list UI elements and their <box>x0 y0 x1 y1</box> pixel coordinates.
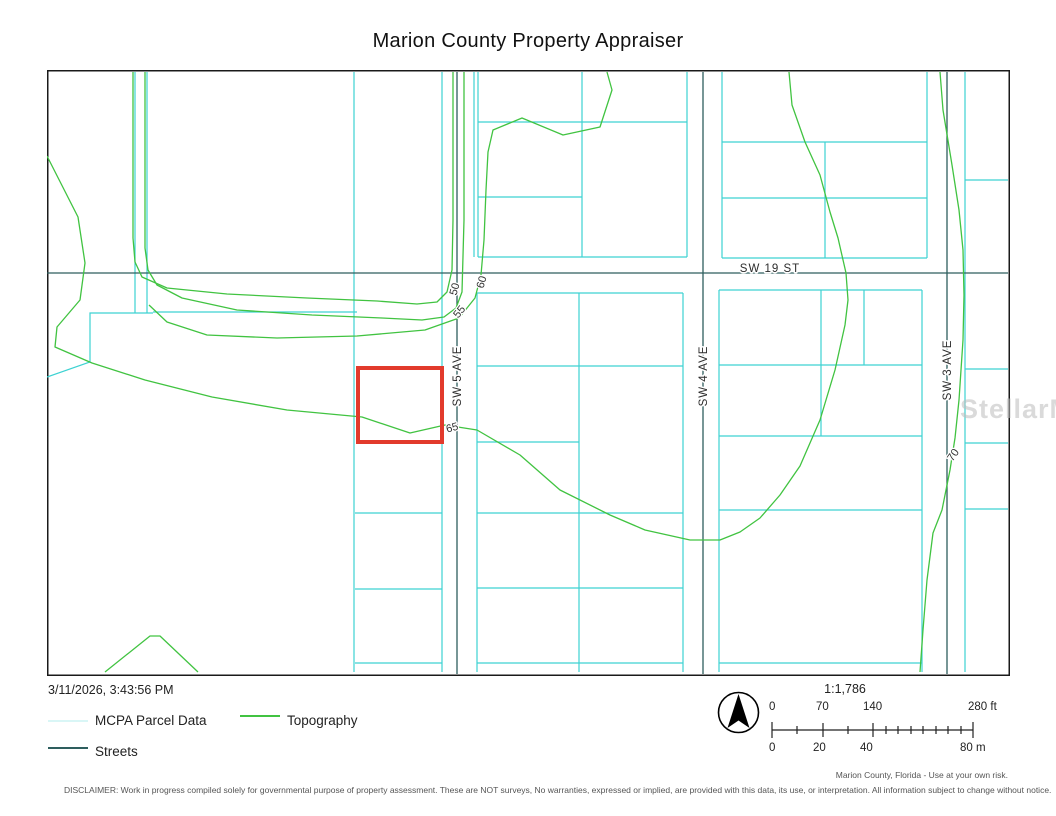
page-title: Marion County Property Appraiser <box>372 30 684 52</box>
contour-70 <box>919 71 965 673</box>
legend-label-parcel: MCPA Parcel Data <box>95 713 207 728</box>
scale-ft-140: 140 <box>863 701 883 713</box>
legend-swatch-streets <box>48 747 88 749</box>
contour-label-65: 65 <box>445 421 460 436</box>
street-lines-layer <box>47 72 1008 674</box>
street-label-sw4: SW 4 AVE <box>698 346 710 407</box>
street-labels-layer: SW 19 ST SW 5 AVE SW 4 AVE SW 3 AVE <box>451 262 956 408</box>
watermark: StellarMLS <box>960 394 1056 424</box>
contour-65 <box>47 71 849 541</box>
timestamp: 3/11/2026, 3:43:56 PM <box>48 683 174 697</box>
scale-ft-70: 70 <box>816 701 829 713</box>
scale-ft-0: 0 <box>769 701 776 713</box>
map-border <box>47 70 1010 676</box>
disclaimer: DISCLAIMER: Work in progress compiled so… <box>64 785 1052 795</box>
scale-m-80: 80 m <box>960 742 986 754</box>
street-label-sw19: SW 19 ST <box>740 263 800 275</box>
map-canvas[interactable]: SW 19 ST SW 5 AVE SW 4 AVE SW 3 AVE 50 6… <box>47 70 1010 676</box>
scale-ft-280: 280 ft <box>968 701 997 713</box>
topography-lines-layer <box>47 71 965 673</box>
street-label-sw5: SW 5 AVE <box>452 346 464 407</box>
contour-50 <box>132 72 454 305</box>
scale-m-40: 40 <box>860 742 873 754</box>
highlighted-parcel[interactable] <box>356 366 444 444</box>
scale-bar <box>771 722 974 738</box>
scale-ratio: 1:1,786 <box>824 682 866 696</box>
attribution: Marion County, Florida - Use at your own… <box>835 770 1008 780</box>
north-arrow <box>717 691 760 734</box>
legend-label-streets: Streets <box>95 744 138 759</box>
contour-55 <box>144 72 465 321</box>
parcel-lines-layer <box>47 72 1008 672</box>
legend-label-topography: Topography <box>287 713 358 728</box>
contour-label-60: 60 <box>475 275 490 290</box>
street-label-sw3: SW 3 AVE <box>942 340 954 401</box>
contour-60 <box>148 71 613 339</box>
scale-m-20: 20 <box>813 742 826 754</box>
contour-label-50: 50 <box>448 282 463 297</box>
legend-swatch-topography <box>240 715 280 717</box>
legend-swatch-parcel <box>48 720 88 722</box>
contour-hill <box>104 635 199 673</box>
scale-m-0: 0 <box>769 742 776 754</box>
